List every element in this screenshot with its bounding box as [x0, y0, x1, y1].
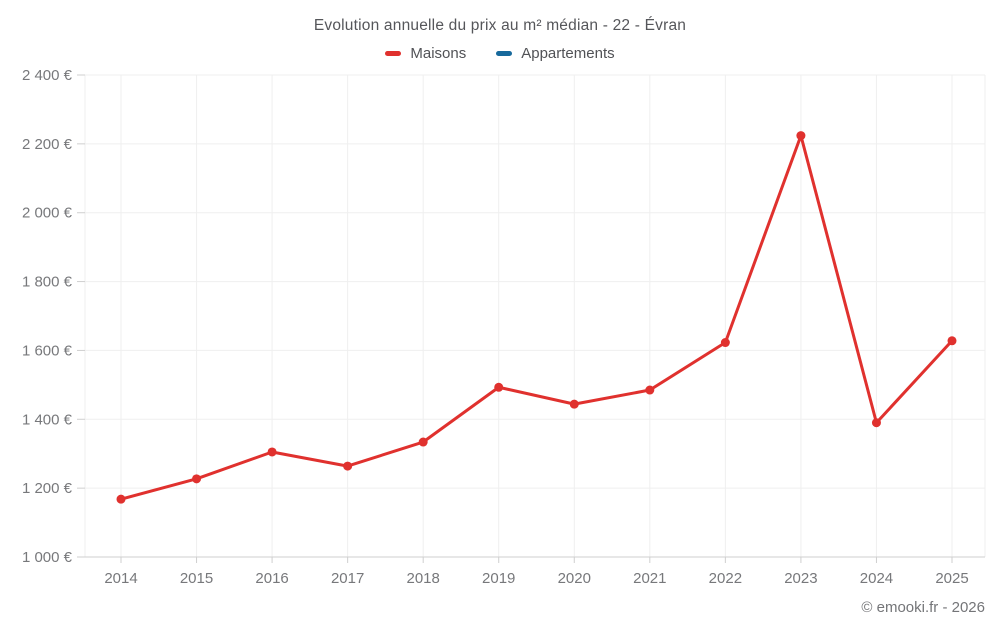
- x-tick-label: 2018: [406, 570, 439, 587]
- x-tick-label: 2016: [255, 570, 288, 587]
- maisons-point-2016: [267, 447, 277, 457]
- x-tick-label: 2022: [709, 570, 742, 587]
- x-tick-label: 2021: [633, 570, 666, 587]
- x-tick-label: 2025: [935, 570, 968, 587]
- maisons-point-2020: [569, 399, 579, 409]
- maisons-point-2014: [116, 494, 126, 504]
- legend-label-maisons: Maisons: [410, 45, 467, 62]
- y-tick-label: 2 000 €: [22, 205, 73, 222]
- y-tick-label: 1 600 €: [22, 342, 73, 359]
- y-tick-label: 1 000 €: [22, 549, 73, 566]
- y-tick-label: 1 400 €: [22, 411, 73, 428]
- maisons-point-2025: [947, 336, 957, 346]
- maisons-point-2015: [192, 474, 202, 484]
- maisons-point-2024: [871, 418, 881, 428]
- y-tick-label: 2 400 €: [22, 67, 73, 84]
- legend-item-appartements[interactable]: Appartements: [496, 45, 615, 62]
- chart-legend: Maisons Appartements: [0, 45, 1000, 62]
- maisons-legend-swatch: [385, 51, 402, 56]
- x-tick-label: 2024: [860, 570, 893, 587]
- maisons-point-2021: [645, 385, 655, 395]
- appartements-legend-swatch: [496, 51, 513, 56]
- x-tick-label: 2023: [784, 570, 817, 587]
- chart-title: Evolution annuelle du prix au m² médian …: [313, 17, 687, 34]
- maisons-line: [119, 134, 954, 501]
- maisons-point-2019: [494, 382, 504, 392]
- x-tick-label: 2017: [331, 570, 364, 587]
- x-tick-label: 2019: [482, 570, 515, 587]
- maisons-point-2017: [343, 461, 353, 471]
- y-tick-label: 1 200 €: [22, 480, 73, 497]
- maisons-point-2018: [418, 437, 428, 447]
- copyright-credit: © emooki.fr - 2026: [861, 599, 985, 616]
- y-tick-label: 1 800 €: [22, 274, 73, 291]
- legend-item-maisons[interactable]: Maisons: [385, 45, 466, 62]
- maisons-point-2023: [796, 131, 806, 141]
- x-tick-label: 2015: [180, 570, 213, 587]
- legend-label-appartements: Appartements: [521, 45, 615, 62]
- x-tick-label: 2020: [558, 570, 591, 587]
- y-tick-label: 2 200 €: [22, 136, 73, 153]
- x-tick-label: 2014: [104, 570, 137, 587]
- maisons-point-2022: [720, 338, 730, 348]
